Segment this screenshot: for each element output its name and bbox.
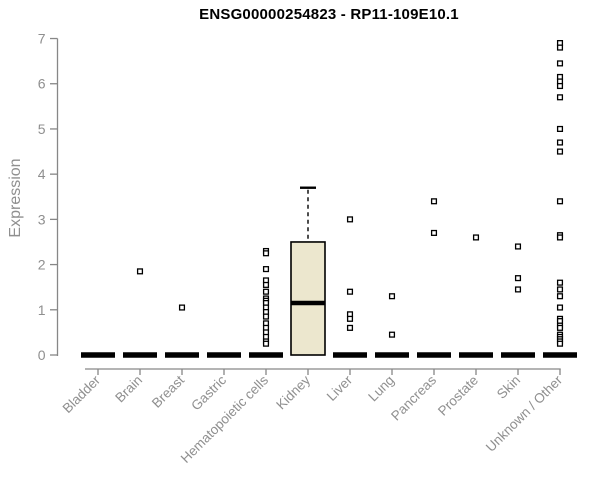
- outlier-point: [262, 288, 270, 295]
- x-tick-label: Unknown / Other: [483, 372, 566, 455]
- outlier-point: [346, 315, 354, 322]
- x-tick-label: Liver: [324, 372, 356, 404]
- outlier-point: [388, 293, 396, 300]
- outlier-point: [514, 275, 522, 282]
- outlier-point: [556, 340, 564, 347]
- outlier-point: [556, 60, 564, 67]
- boxplot-unknown-other: [543, 40, 577, 358]
- x-tick-label: Pancreas: [388, 372, 439, 423]
- outlier-point: [178, 304, 186, 311]
- y-tick-label: 5: [38, 121, 46, 137]
- outlier-point: [346, 324, 354, 331]
- x-tick-label: Skin: [494, 373, 523, 402]
- outlier-point: [556, 304, 564, 311]
- outlier-point: [514, 286, 522, 293]
- boxplot-kidney: [290, 186, 326, 356]
- outlier-point: [556, 94, 564, 101]
- chart-title: ENSG00000254823 - RP11-109E10.1: [199, 6, 459, 23]
- boxplot-skin: [501, 243, 535, 358]
- outlier-point: [556, 82, 564, 90]
- y-tick-label: 2: [38, 257, 46, 273]
- outlier-point: [346, 216, 354, 223]
- outlier-point: [556, 44, 564, 51]
- outlier-point: [262, 266, 270, 273]
- outlier-point: [388, 331, 396, 338]
- boxplot-prostate: [459, 234, 493, 358]
- outlier-point: [556, 125, 564, 133]
- x-tick-label: Prostate: [435, 373, 481, 419]
- boxplot-pancreas: [417, 198, 451, 358]
- x-tick-label: Brain: [112, 373, 145, 406]
- boxplot-lung: [375, 293, 409, 358]
- outlier-point: [556, 198, 564, 205]
- outlier-point: [262, 313, 270, 320]
- boxplot-breast: [165, 304, 199, 358]
- outlier-point: [556, 234, 564, 241]
- outlier-point: [556, 139, 564, 146]
- outlier-point: [556, 293, 564, 300]
- boxplot-brain: [123, 268, 157, 358]
- outlier-point: [556, 148, 564, 155]
- outlier-point: [430, 229, 438, 236]
- y-tick-label: 0: [38, 347, 46, 363]
- outlier-point: [556, 286, 564, 293]
- boxplot-liver: [333, 216, 367, 358]
- outlier-point: [262, 340, 270, 347]
- box: [290, 241, 326, 356]
- outlier-point: [472, 234, 480, 241]
- outlier-point: [556, 279, 564, 286]
- outlier-point: [262, 250, 270, 257]
- outlier-point: [346, 288, 354, 295]
- outlier-point: [262, 281, 270, 288]
- x-tick-label: Bladder: [60, 372, 104, 416]
- y-tick-label: 6: [38, 76, 46, 92]
- outlier-point: [514, 243, 522, 250]
- y-tick-label: 4: [38, 166, 46, 182]
- x-tick-label: Breast: [149, 372, 187, 410]
- y-axis: 0 1 2 3 4 5 6 7: [38, 31, 59, 363]
- x-tick-label: Gastric: [188, 372, 229, 413]
- y-tick-label: 1: [38, 302, 46, 318]
- y-tick-label: 7: [38, 31, 46, 47]
- outlier-point: [430, 198, 438, 205]
- x-tick-label: Lung: [365, 373, 397, 405]
- x-tick-label: Kidney: [273, 372, 313, 412]
- outlier-point: [556, 324, 564, 331]
- y-tick-label: 3: [38, 211, 46, 227]
- boxplot-hematopoietic-cells: [249, 247, 283, 358]
- outlier-point: [136, 268, 144, 275]
